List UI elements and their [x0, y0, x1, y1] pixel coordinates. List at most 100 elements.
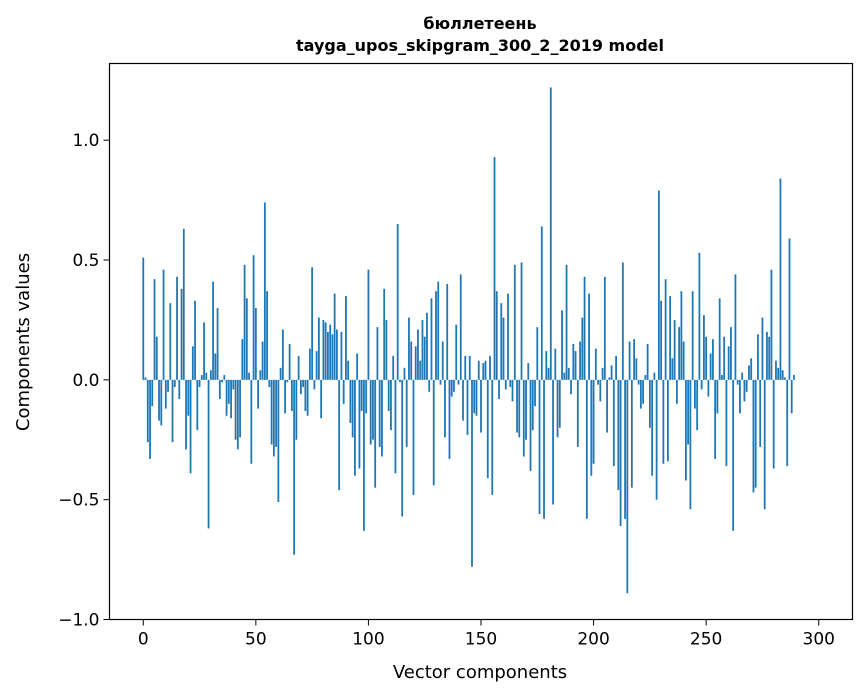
- bar-110: [390, 379, 392, 431]
- bar-49: [252, 255, 255, 380]
- bar-166: [516, 379, 518, 433]
- bar-222: [642, 379, 645, 404]
- bar-2: [146, 379, 149, 443]
- bar-113: [396, 224, 399, 380]
- bar-242: [687, 379, 690, 445]
- bar-19: [185, 379, 187, 450]
- bar-24: [196, 379, 199, 431]
- bar-168: [520, 262, 523, 380]
- bar-104: [376, 327, 379, 380]
- bar-52: [259, 370, 262, 380]
- bar-238: [678, 327, 681, 380]
- bar-269: [748, 365, 750, 380]
- bar-196: [583, 276, 586, 380]
- bar-59: [275, 379, 278, 447]
- bar-185: [558, 379, 561, 428]
- bar-221: [639, 379, 642, 409]
- bar-18: [182, 228, 185, 380]
- bar-65: [288, 343, 291, 380]
- bar-283: [779, 178, 782, 380]
- bar-160: [502, 317, 505, 380]
- bar-26: [200, 375, 203, 380]
- bar-289: [793, 375, 795, 380]
- bar-188: [565, 264, 568, 380]
- bar-80: [322, 319, 325, 380]
- bar-167: [518, 379, 521, 438]
- bar-12: [169, 303, 172, 380]
- bar-192: [574, 351, 577, 380]
- bar-37: [225, 379, 228, 416]
- bar-226: [651, 379, 654, 476]
- bar-5: [153, 279, 156, 380]
- bar-183: [554, 348, 557, 380]
- bar-108: [385, 319, 388, 380]
- bar-142: [462, 379, 464, 421]
- bar-73: [306, 379, 309, 416]
- bar-146: [471, 379, 473, 567]
- bar-68: [295, 379, 298, 440]
- bar-253: [712, 339, 714, 380]
- bar-174: [534, 379, 536, 407]
- bar-125: [423, 336, 426, 380]
- bar-63: [284, 379, 287, 414]
- bar-203: [599, 379, 602, 402]
- x-tick-label: 200: [577, 630, 609, 650]
- bar-148: [475, 379, 478, 416]
- bar-173: [531, 379, 534, 431]
- bar-114: [399, 379, 401, 383]
- bar-129: [432, 379, 435, 486]
- bar-16: [178, 379, 181, 400]
- bar-70: [299, 379, 302, 395]
- bar-163: [509, 379, 512, 388]
- bar-258: [723, 336, 726, 380]
- bar-32: [214, 353, 217, 380]
- bar-105: [378, 379, 381, 447]
- bar-9: [162, 269, 165, 380]
- bar-40: [232, 379, 235, 390]
- bar-8: [160, 379, 163, 426]
- bar-223: [644, 375, 647, 380]
- bar-245: [693, 379, 696, 409]
- bar-64: [286, 379, 289, 383]
- bar-100: [367, 269, 370, 380]
- bar-147: [473, 379, 476, 414]
- bar-280: [772, 379, 775, 469]
- bar-170: [525, 379, 527, 440]
- bar-232: [664, 279, 667, 380]
- bar-202: [597, 379, 599, 385]
- bar-66: [290, 379, 293, 411]
- bar-278: [768, 336, 771, 380]
- bar-11: [167, 379, 169, 392]
- bar-140: [457, 379, 460, 385]
- bar-56: [268, 379, 271, 388]
- bar-243: [689, 379, 692, 510]
- bar-288: [790, 379, 793, 414]
- bar-29: [207, 379, 210, 529]
- bar-270: [750, 358, 753, 380]
- bar-116: [403, 367, 406, 380]
- bar-4: [151, 379, 154, 407]
- bar-228: [655, 379, 658, 500]
- bar-215: [626, 379, 629, 594]
- bar-6: [155, 336, 158, 380]
- bar-21: [189, 379, 192, 474]
- bar-273: [757, 334, 759, 380]
- bar-43: [239, 379, 241, 438]
- bar-240: [682, 341, 685, 380]
- bar-229: [657, 190, 660, 380]
- bar-150: [480, 379, 482, 433]
- bar-109: [387, 379, 390, 411]
- bar-260: [727, 346, 730, 380]
- bar-186: [561, 310, 563, 380]
- bar-282: [777, 367, 780, 380]
- bar-139: [455, 324, 458, 380]
- bar-199: [590, 379, 593, 476]
- bar-78: [317, 317, 320, 380]
- bar-239: [680, 291, 683, 380]
- bar-57: [270, 379, 273, 445]
- bar-115: [401, 379, 404, 517]
- bar-67: [293, 379, 296, 555]
- bar-182: [552, 379, 554, 505]
- bar-145: [468, 355, 471, 380]
